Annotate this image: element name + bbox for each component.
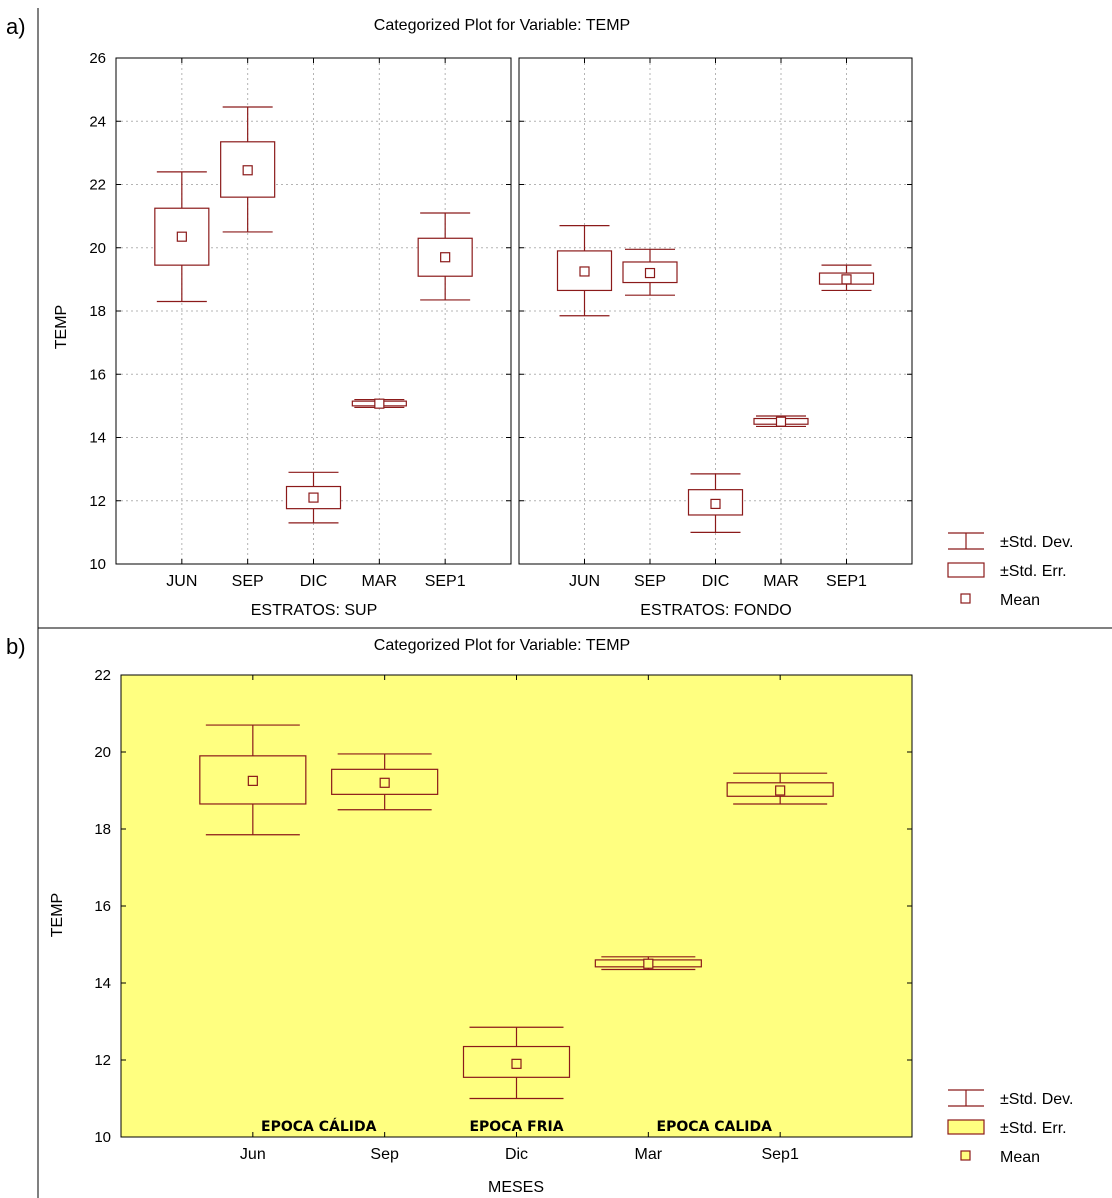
panel-b-ytick-label-3: 16 (94, 898, 111, 915)
panel-a-left-mean-3 (374, 398, 385, 409)
panel-a-right-mean-0 (579, 266, 590, 277)
panel-a-left-ytick-label-3: 16 (89, 366, 106, 383)
panel-a-right-box-4 (818, 264, 875, 292)
panel-b-xtick-label-4: Sep1 (761, 1146, 798, 1163)
panel-a-left-mean-4 (440, 252, 451, 263)
panel-b-annotation-1: EPOCA FRIA (469, 1119, 563, 1135)
panel-a-right-mean-1 (644, 267, 656, 279)
panel-a-left-box-2 (285, 471, 342, 524)
panel-b-se-box-1 (331, 768, 439, 795)
panel-b-box-4 (726, 772, 834, 805)
panel-b-ytick-label-2: 14 (94, 975, 111, 992)
panel-b-mean-3 (643, 958, 654, 969)
panel-a-right-box-3 (753, 415, 809, 428)
panel-a-legend-mean-label: Mean (1000, 592, 1040, 609)
panel-a-left-ytick-label-7: 24 (89, 113, 106, 130)
panel-a-legend-sd-label: ±Std. Dev. (1000, 534, 1073, 551)
panel-a-right-xtick-label-3: MAR (763, 573, 799, 590)
panel-b-mean-1 (379, 777, 390, 788)
panel-a-legend-se-label: ±Std. Err. (1000, 563, 1067, 580)
panel-b-xtick-label-2: Dic (505, 1146, 528, 1163)
panel-a-left-ytick-label-8: 26 (89, 50, 106, 67)
panel-b-annotation-0: EPOCA CÁLIDA (261, 1118, 377, 1135)
panel-a-right-box-1 (622, 248, 678, 296)
panel-a-left-xtick-label-4: SEP1 (425, 573, 466, 590)
panel-a-legend: ±Std. Dev. ±Std. Err. Mean (947, 532, 1073, 609)
panel-b-plot: 10 12 14 16 18 20 22 Jun Sep Dic Mar Sep1 EPOCA CÁLI… (94, 667, 913, 1163)
panel-b-label: b) (6, 634, 26, 659)
panel-a-right-xtick-label-0: JUN (569, 573, 600, 590)
panel-a-left-box-0 (154, 171, 210, 303)
panel-a-right-plot: JUN SEP DIC MAR SEP1 (518, 57, 913, 590)
panel-b-box-1 (331, 753, 439, 811)
panel-a-left-box-4 (417, 212, 473, 301)
panel-b-ytick-label-5: 20 (94, 744, 111, 761)
panel-a-legend-mean-swatch (960, 593, 971, 604)
panel-a-left-ytick-label-1: 12 (89, 493, 106, 510)
panel-b-title: Categorized Plot for Variable: TEMP (374, 637, 630, 654)
panel-b-mean-4 (775, 785, 786, 796)
panel-b-xtick-label-3: Mar (635, 1146, 663, 1163)
panel-a-right-xtick-label-2: DIC (702, 573, 730, 590)
panel-a-left-xtick-label-3: MAR (362, 573, 398, 590)
panel-a-left-xtick-label-1: SEP (232, 573, 264, 590)
panel-b-ytick-label-6: 22 (94, 667, 111, 684)
panel-a-left-xtick-label-0: JUN (166, 573, 197, 590)
panel-b-legend-sd-label: ±Std. Dev. (1000, 1091, 1073, 1108)
panel-b-xlabel: MESES (488, 1179, 544, 1196)
panel-b-ylabel: TEMP (49, 893, 66, 937)
panel-a-right-xtick-label-4: SEP1 (826, 573, 867, 590)
panel-a-left-ytick-label-4: 18 (89, 303, 106, 320)
panel-a-right-mean-2 (710, 498, 721, 510)
panel-a-left-mean-0 (176, 231, 187, 242)
panel-a-title: Categorized Plot for Variable: TEMP (374, 17, 630, 34)
panel-a-left-box-3 (351, 398, 407, 409)
panel-b-xtick-label-0: Jun (240, 1146, 266, 1163)
panel-a-right-xtick-label-1: SEP (634, 573, 666, 590)
panel-a-left-ytick-label-6: 22 (89, 177, 106, 194)
panel-b-se-box-4 (726, 782, 834, 797)
panel-b-se-box-0 (199, 755, 307, 805)
panel-b-ytick-label-4: 18 (94, 821, 111, 838)
panel-a-left-mean-2 (308, 492, 319, 503)
panel-b-legend-mean-swatch (960, 1150, 971, 1161)
panel-a-left-ytick-label-2: 14 (89, 430, 106, 447)
panel-a-left-xlabel: ESTRATOS: SUP (251, 602, 378, 619)
panel-b-box-3 (594, 956, 702, 971)
panel-a-left-box-1 (220, 106, 276, 233)
panel-a-legend-se-swatch (947, 562, 985, 578)
panel-b-legend: ±Std. Dev. ±Std. Err. Mean (947, 1089, 1073, 1166)
panel-a-right-box-0 (556, 225, 613, 317)
panel-a-left-ytick-label-5: 20 (89, 240, 106, 257)
panel-b-ytick-label-1: 12 (94, 1052, 111, 1069)
panel-a-ylabel: TEMP (53, 305, 70, 349)
panel-b-se-box-2 (462, 1045, 571, 1078)
panel-b-box-2 (462, 1026, 571, 1100)
panel-b-ytick-label-0: 10 (94, 1129, 111, 1146)
panel-b-legend-se-label: ±Std. Err. (1000, 1120, 1067, 1137)
panel-b-box-0 (199, 724, 307, 836)
panel-a-label: a) (6, 14, 26, 39)
panel-b-annotation-2: EPOCA CALIDA (657, 1119, 773, 1135)
panel-a-left-plot: 10 12 14 16 18 20 22 24 26 JUN SEP DIC MAR SEP1 (89, 50, 512, 590)
panel-a-left-xtick-label-2: DIC (300, 573, 328, 590)
panel-b-mean-2 (511, 1058, 522, 1069)
panel-a-right-mean-3 (775, 416, 787, 427)
panel-b-legend-se-swatch (947, 1119, 985, 1135)
panel-b-xtick-label-1: Sep (370, 1146, 399, 1163)
panel-a-left-ytick-label-0: 10 (89, 556, 106, 573)
panel-b-mean-0 (247, 775, 258, 786)
panel-a-left-mean-1 (242, 165, 253, 176)
panel-a-right-xlabel: ESTRATOS: FONDO (640, 602, 791, 619)
panel-a-right-mean-4 (841, 274, 852, 285)
panel-b-legend-mean-label: Mean (1000, 1149, 1040, 1166)
panel-a-right-box-2 (687, 473, 744, 533)
